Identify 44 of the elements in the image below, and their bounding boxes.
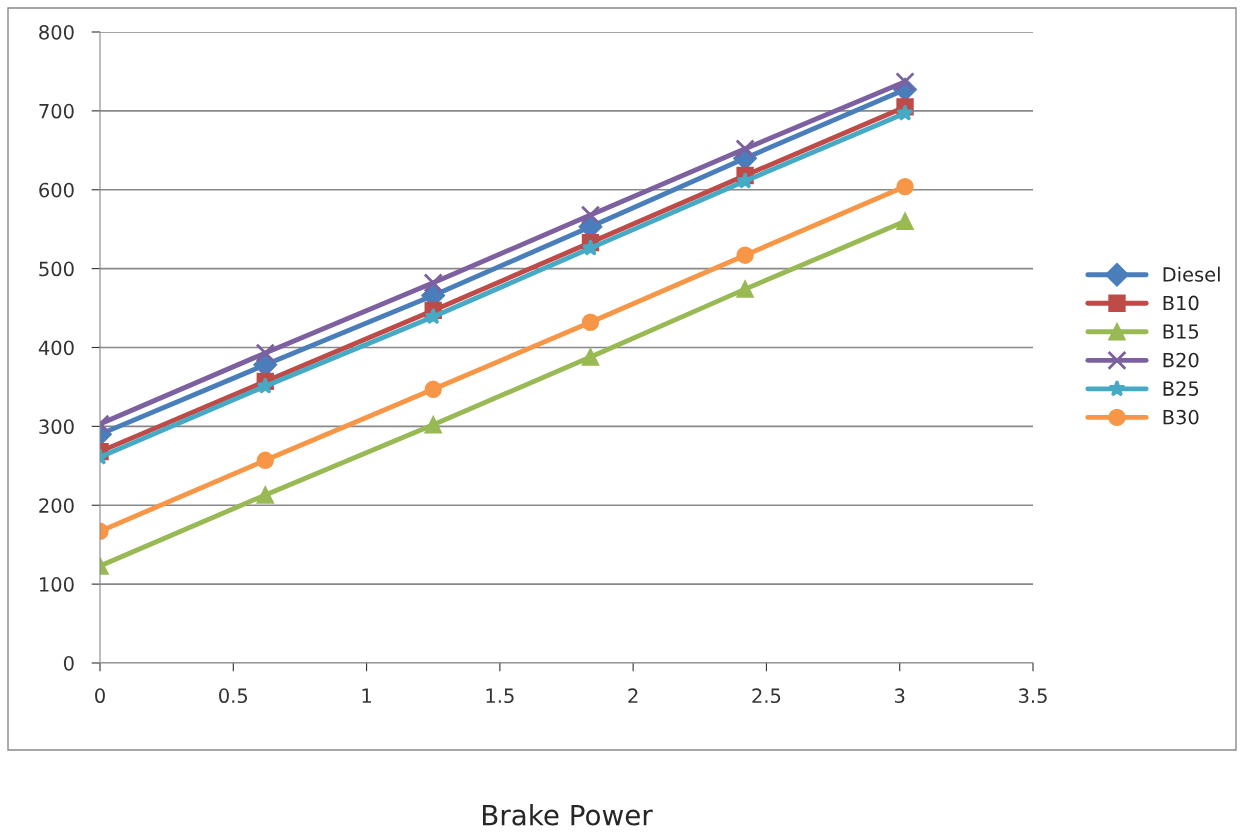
point [581, 313, 600, 331]
point [735, 139, 755, 159]
x-tick-label: 3.5 [1019, 688, 1047, 704]
x-tick-label: 1 [362, 688, 371, 703]
point [580, 205, 601, 225]
point [424, 307, 442, 325]
point [895, 71, 915, 92]
point [423, 273, 443, 293]
point [896, 212, 914, 230]
point [424, 416, 442, 434]
point [256, 377, 274, 394]
x-tick-label: 2 [628, 688, 638, 703]
legend-label: B20 [1163, 352, 1199, 368]
point [581, 239, 600, 256]
x-tick-label: 0 [95, 688, 105, 704]
y-tick-label: 200 [39, 498, 74, 513]
point [736, 246, 754, 264]
point [256, 451, 274, 469]
legend-label: B10 [1163, 295, 1199, 311]
x-tick-label: 0.5 [219, 688, 248, 704]
y-tick-label: 600 [39, 182, 74, 198]
point [581, 348, 600, 366]
point [736, 172, 754, 189]
y-tick-label: 700 [39, 103, 74, 119]
y-tick-label: 100 [40, 577, 74, 592]
y-tick-label: 300 [39, 419, 74, 435]
point [424, 380, 442, 398]
legend-label: B15 [1163, 324, 1199, 339]
point [255, 343, 275, 363]
point [736, 280, 754, 298]
y-tick-label: 400 [38, 340, 74, 356]
x-tick-label: 3 [895, 688, 905, 704]
legend-label: B30 [1163, 409, 1199, 425]
x-axis-title: Brake Power [482, 804, 653, 826]
y-tick-label: 0 [63, 655, 74, 671]
y-tick-label: 800 [39, 24, 74, 40]
point [896, 104, 914, 121]
point [256, 486, 274, 504]
point [896, 177, 914, 196]
x-tick-label: 2.5 [752, 688, 781, 704]
y-tick-label: 500 [39, 261, 74, 277]
legend-label: B25 [1163, 381, 1199, 396]
x-tick-label: 1.5 [486, 688, 514, 704]
legend-label: Diesel [1163, 266, 1220, 282]
